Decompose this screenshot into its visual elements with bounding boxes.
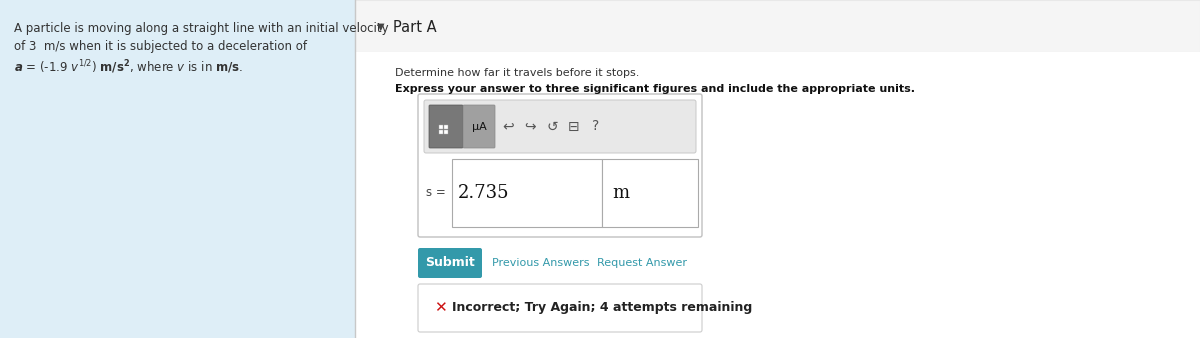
Text: Incorrect; Try Again; 4 attempts remaining: Incorrect; Try Again; 4 attempts remaini… [452, 301, 752, 314]
FancyBboxPatch shape [424, 100, 696, 153]
Text: ↪: ↪ [524, 120, 536, 134]
Text: 2.735: 2.735 [458, 184, 510, 202]
Text: ↩: ↩ [502, 120, 514, 134]
Text: Express your answer to three significant figures and include the appropriate uni: Express your answer to three significant… [395, 84, 916, 94]
Text: s =: s = [426, 187, 445, 199]
Text: μA: μA [472, 121, 486, 131]
Text: ↺: ↺ [546, 120, 558, 134]
Text: ✕: ✕ [434, 300, 446, 315]
Text: A particle is moving along a straight line with an initial velocity: A particle is moving along a straight li… [14, 22, 389, 35]
Bar [444, 124, 448, 128]
Bar [439, 124, 443, 128]
Bar [444, 129, 448, 134]
Text: Previous Answers: Previous Answers [492, 258, 589, 268]
Text: ▼: ▼ [377, 22, 384, 32]
Bar [0, 0, 355, 338]
FancyBboxPatch shape [418, 94, 702, 237]
Text: of 3  m/s when it is subjected to a deceleration of: of 3 m/s when it is subjected to a decel… [14, 40, 307, 53]
Bar [355, 0, 1200, 52]
Text: ?: ? [593, 120, 600, 134]
Bar [355, 52, 1200, 338]
FancyBboxPatch shape [418, 248, 482, 278]
Text: m: m [612, 184, 629, 202]
Text: Part A: Part A [394, 20, 437, 34]
Text: Determine how far it travels before it stops.: Determine how far it travels before it s… [395, 68, 640, 78]
Bar [602, 159, 698, 227]
Text: Request Answer: Request Answer [598, 258, 686, 268]
Text: ⊟: ⊟ [568, 120, 580, 134]
FancyBboxPatch shape [463, 105, 496, 148]
FancyBboxPatch shape [430, 105, 463, 148]
Bar [439, 129, 443, 134]
Text: Submit: Submit [425, 257, 475, 269]
FancyBboxPatch shape [418, 284, 702, 332]
Bar [452, 159, 602, 227]
Text: $\boldsymbol{a}$ = (-1.9 $v^{1/2}$) $\mathbf{m/s^2}$, where $v$ is in $\mathbf{m: $\boldsymbol{a}$ = (-1.9 $v^{1/2}$) $\ma… [14, 58, 244, 76]
